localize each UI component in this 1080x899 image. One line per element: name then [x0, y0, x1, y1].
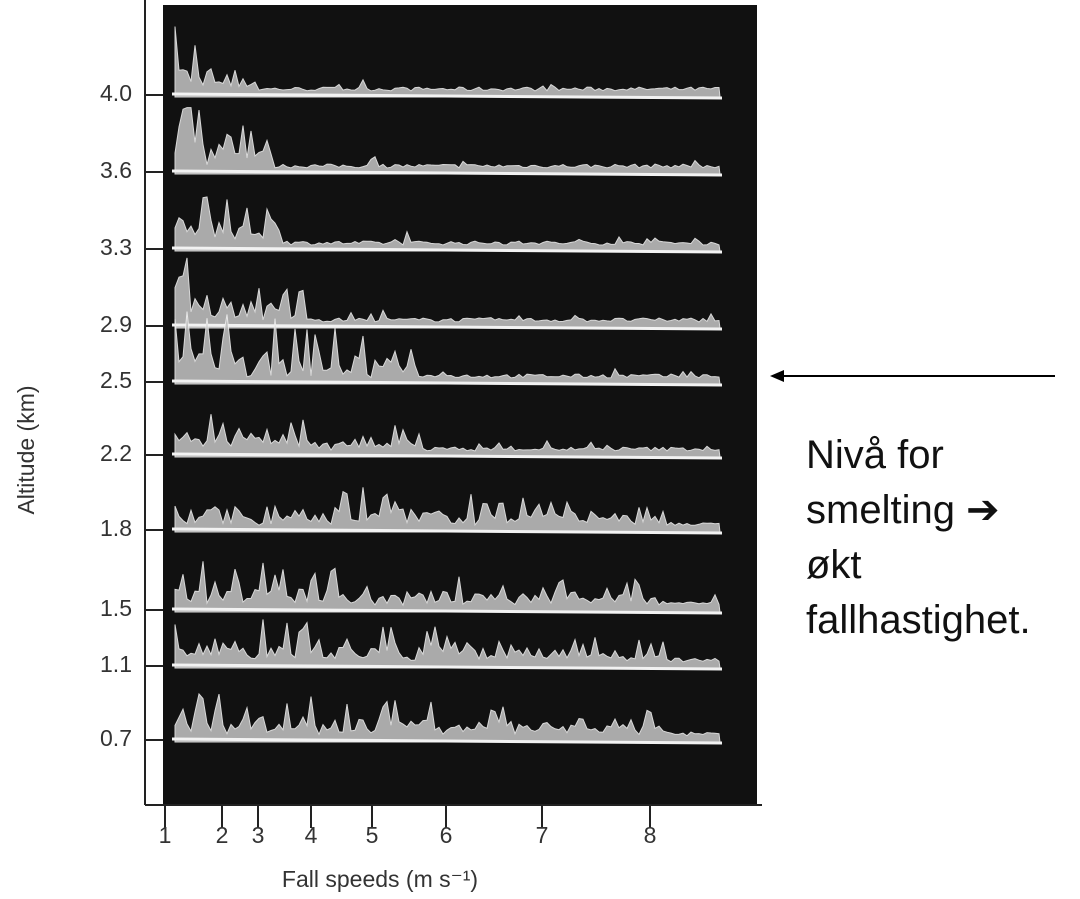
spectrum-baseline	[171, 379, 723, 387]
y-tick-label: 1.5	[100, 595, 132, 621]
spectrum-baseline	[171, 92, 723, 100]
spectrum-trace	[174, 561, 721, 613]
spectrum-trace	[174, 26, 721, 98]
spectrum-trace	[174, 257, 721, 329]
annotation-line: smelting ➔	[806, 488, 1000, 532]
x-tick-label: 4	[305, 822, 318, 848]
y-tick-label: 1.8	[100, 515, 132, 541]
x-tick-label: 1	[159, 822, 172, 848]
annotation-line: økt	[806, 543, 862, 587]
spectrum-baseline	[171, 452, 723, 460]
y-tick-label: 2.5	[100, 367, 132, 393]
spectrum-trace	[174, 487, 721, 533]
spectrum-trace	[174, 619, 721, 669]
spectrum-baseline	[171, 527, 723, 535]
y-axis-label: Altitude (km)	[13, 385, 39, 514]
spectrum-baseline	[171, 737, 723, 745]
y-tick-label: 0.7	[100, 725, 132, 751]
arrow-head	[770, 370, 784, 382]
y-tick-label: 2.9	[100, 311, 132, 337]
x-tick-label: 5	[366, 822, 379, 848]
annotation-line: fallhastighet.	[806, 598, 1031, 642]
x-axis-label: Fall speeds (m s⁻¹)	[282, 866, 478, 892]
spectrum-trace	[174, 311, 721, 385]
spectrum-trace	[174, 692, 721, 743]
y-tick-label: 2.2	[100, 440, 132, 466]
x-tick-label: 6	[440, 822, 453, 848]
x-tick-label: 8	[644, 822, 657, 848]
spectrum-baseline	[171, 323, 723, 331]
spectrum-trace	[174, 414, 721, 458]
spectra	[171, 26, 723, 745]
spectrum-baseline	[171, 663, 723, 671]
spectrum-baseline	[171, 607, 723, 615]
x-tick-label: 3	[252, 822, 265, 848]
y-tick-label: 3.3	[100, 234, 132, 260]
spectra-photo	[163, 5, 757, 805]
spectrum-baseline	[171, 246, 723, 254]
y-tick-label: 4.0	[100, 80, 132, 106]
x-tick-label: 7	[536, 822, 549, 848]
spectrum-trace	[174, 107, 721, 175]
spectrum-trace	[174, 196, 721, 252]
spectrum-baseline	[171, 169, 723, 177]
y-tick-label: 3.6	[100, 157, 132, 183]
y-tick-label: 1.1	[100, 651, 132, 677]
annotation-line: Nivå for	[806, 433, 944, 477]
x-tick-label: 2	[216, 822, 229, 848]
